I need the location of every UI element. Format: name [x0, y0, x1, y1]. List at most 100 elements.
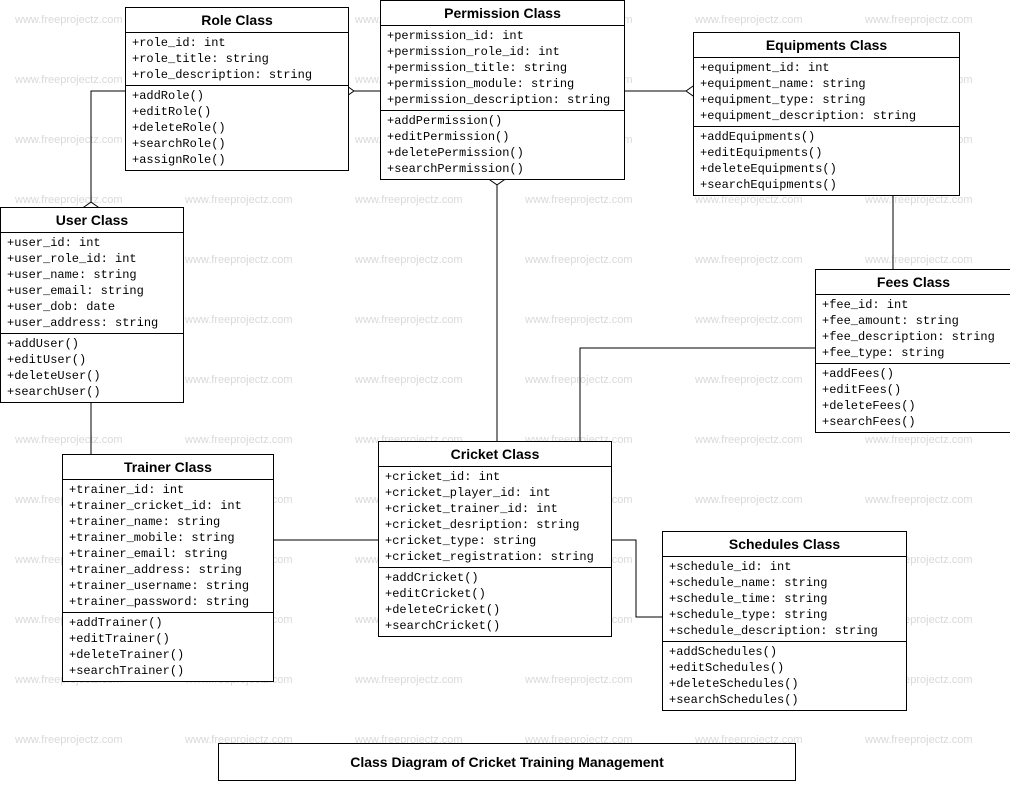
- class-attributes: +schedule_id: int+schedule_name: string+…: [663, 557, 906, 642]
- class-operations: +addCricket()+editCricket()+deleteCricke…: [379, 568, 611, 636]
- attribute: +equipment_name: string: [700, 76, 953, 92]
- attribute: +permission_title: string: [387, 60, 618, 76]
- operation: +searchUser(): [7, 384, 177, 400]
- attribute: +permission_id: int: [387, 28, 618, 44]
- operation: +deleteEquipments(): [700, 161, 953, 177]
- operation: +addPermission(): [387, 113, 618, 129]
- class-operations: +addSchedules()+editSchedules()+deleteSc…: [663, 642, 906, 710]
- class-trainer: Trainer Class+trainer_id: int+trainer_cr…: [62, 454, 274, 682]
- connector-user-role: [91, 91, 125, 207]
- class-title: Role Class: [126, 8, 348, 33]
- class-title: User Class: [1, 208, 183, 233]
- class-attributes: +user_id: int+user_role_id: int+user_nam…: [1, 233, 183, 334]
- class-schedules: Schedules Class+schedule_id: int+schedul…: [662, 531, 907, 711]
- attribute: +cricket_id: int: [385, 469, 605, 485]
- attribute: +equipment_id: int: [700, 60, 953, 76]
- diagram-title: Class Diagram of Cricket Training Manage…: [350, 754, 664, 770]
- attribute: +trainer_password: string: [69, 594, 267, 610]
- class-title: Schedules Class: [663, 532, 906, 557]
- class-operations: +addEquipments()+editEquipments()+delete…: [694, 127, 959, 195]
- attribute: +trainer_username: string: [69, 578, 267, 594]
- attribute: +cricket_registration: string: [385, 549, 605, 565]
- class-title: Equipments Class: [694, 33, 959, 58]
- operation: +addRole(): [132, 88, 342, 104]
- attribute: +cricket_type: string: [385, 533, 605, 549]
- attribute: +role_title: string: [132, 51, 342, 67]
- class-attributes: +trainer_id: int+trainer_cricket_id: int…: [63, 480, 273, 613]
- attribute: +schedule_time: string: [669, 591, 900, 607]
- attribute: +user_id: int: [7, 235, 177, 251]
- attribute: +schedule_name: string: [669, 575, 900, 591]
- operation: +editTrainer(): [69, 631, 267, 647]
- class-operations: +addFees()+editFees()+deleteFees()+searc…: [816, 364, 1010, 432]
- operation: +searchCricket(): [385, 618, 605, 634]
- operation: +editRole(): [132, 104, 342, 120]
- diagram-title-box: Class Diagram of Cricket Training Manage…: [218, 743, 796, 781]
- attribute: +cricket_player_id: int: [385, 485, 605, 501]
- attribute: +schedule_type: string: [669, 607, 900, 623]
- attribute: +user_name: string: [7, 267, 177, 283]
- operation: +searchSchedules(): [669, 692, 900, 708]
- operation: +editSchedules(): [669, 660, 900, 676]
- operation: +deleteCricket(): [385, 602, 605, 618]
- attribute: +role_id: int: [132, 35, 342, 51]
- operation: +deleteSchedules(): [669, 676, 900, 692]
- class-attributes: +role_id: int+role_title: string+role_de…: [126, 33, 348, 86]
- operation: +editCricket(): [385, 586, 605, 602]
- class-cricket: Cricket Class+cricket_id: int+cricket_pl…: [378, 441, 612, 637]
- attribute: +user_dob: date: [7, 299, 177, 315]
- operation: +searchFees(): [822, 414, 1005, 430]
- class-permission: Permission Class+permission_id: int+perm…: [380, 0, 625, 180]
- attribute: +trainer_id: int: [69, 482, 267, 498]
- operation: +addSchedules(): [669, 644, 900, 660]
- class-equipments: Equipments Class+equipment_id: int+equip…: [693, 32, 960, 196]
- connector-cricket-schedules: [610, 540, 662, 617]
- class-title: Permission Class: [381, 1, 624, 26]
- operation: +deleteTrainer(): [69, 647, 267, 663]
- attribute: +user_email: string: [7, 283, 177, 299]
- class-title: Trainer Class: [63, 455, 273, 480]
- attribute: +role_description: string: [132, 67, 342, 83]
- class-operations: +addPermission()+editPermission()+delete…: [381, 111, 624, 179]
- attribute: +equipment_type: string: [700, 92, 953, 108]
- attribute: +trainer_email: string: [69, 546, 267, 562]
- attribute: +trainer_address: string: [69, 562, 267, 578]
- operation: +editEquipments(): [700, 145, 953, 161]
- class-attributes: +equipment_id: int+equipment_name: strin…: [694, 58, 959, 127]
- class-attributes: +permission_id: int+permission_role_id: …: [381, 26, 624, 111]
- operation: +searchRole(): [132, 136, 342, 152]
- attribute: +schedule_id: int: [669, 559, 900, 575]
- attribute: +cricket_trainer_id: int: [385, 501, 605, 517]
- class-role: Role Class+role_id: int+role_title: stri…: [125, 7, 349, 171]
- attribute: +fee_id: int: [822, 297, 1005, 313]
- attribute: +permission_module: string: [387, 76, 618, 92]
- operation: +addCricket(): [385, 570, 605, 586]
- class-operations: +addRole()+editRole()+deleteRole()+searc…: [126, 86, 348, 170]
- attribute: +trainer_cricket_id: int: [69, 498, 267, 514]
- class-attributes: +fee_id: int+fee_amount: string+fee_desc…: [816, 295, 1010, 364]
- attribute: +permission_role_id: int: [387, 44, 618, 60]
- attribute: +fee_type: string: [822, 345, 1005, 361]
- operation: +addFees(): [822, 366, 1005, 382]
- attribute: +schedule_description: string: [669, 623, 900, 639]
- class-attributes: +cricket_id: int+cricket_player_id: int+…: [379, 467, 611, 568]
- operation: +deleteFees(): [822, 398, 1005, 414]
- operation: +deletePermission(): [387, 145, 618, 161]
- attribute: +permission_description: string: [387, 92, 618, 108]
- class-fees: Fees Class+fee_id: int+fee_amount: strin…: [815, 269, 1010, 433]
- operation: +addEquipments(): [700, 129, 953, 145]
- class-operations: +addUser()+editUser()+deleteUser()+searc…: [1, 334, 183, 402]
- operation: +searchPermission(): [387, 161, 618, 177]
- operation: +addTrainer(): [69, 615, 267, 631]
- attribute: +trainer_name: string: [69, 514, 267, 530]
- attribute: +fee_description: string: [822, 329, 1005, 345]
- class-operations: +addTrainer()+editTrainer()+deleteTraine…: [63, 613, 273, 681]
- operation: +assignRole(): [132, 152, 342, 168]
- attribute: +user_address: string: [7, 315, 177, 331]
- operation: +searchEquipments(): [700, 177, 953, 193]
- attribute: +user_role_id: int: [7, 251, 177, 267]
- attribute: +equipment_description: string: [700, 108, 953, 124]
- operation: +deleteUser(): [7, 368, 177, 384]
- class-title: Cricket Class: [379, 442, 611, 467]
- operation: +editFees(): [822, 382, 1005, 398]
